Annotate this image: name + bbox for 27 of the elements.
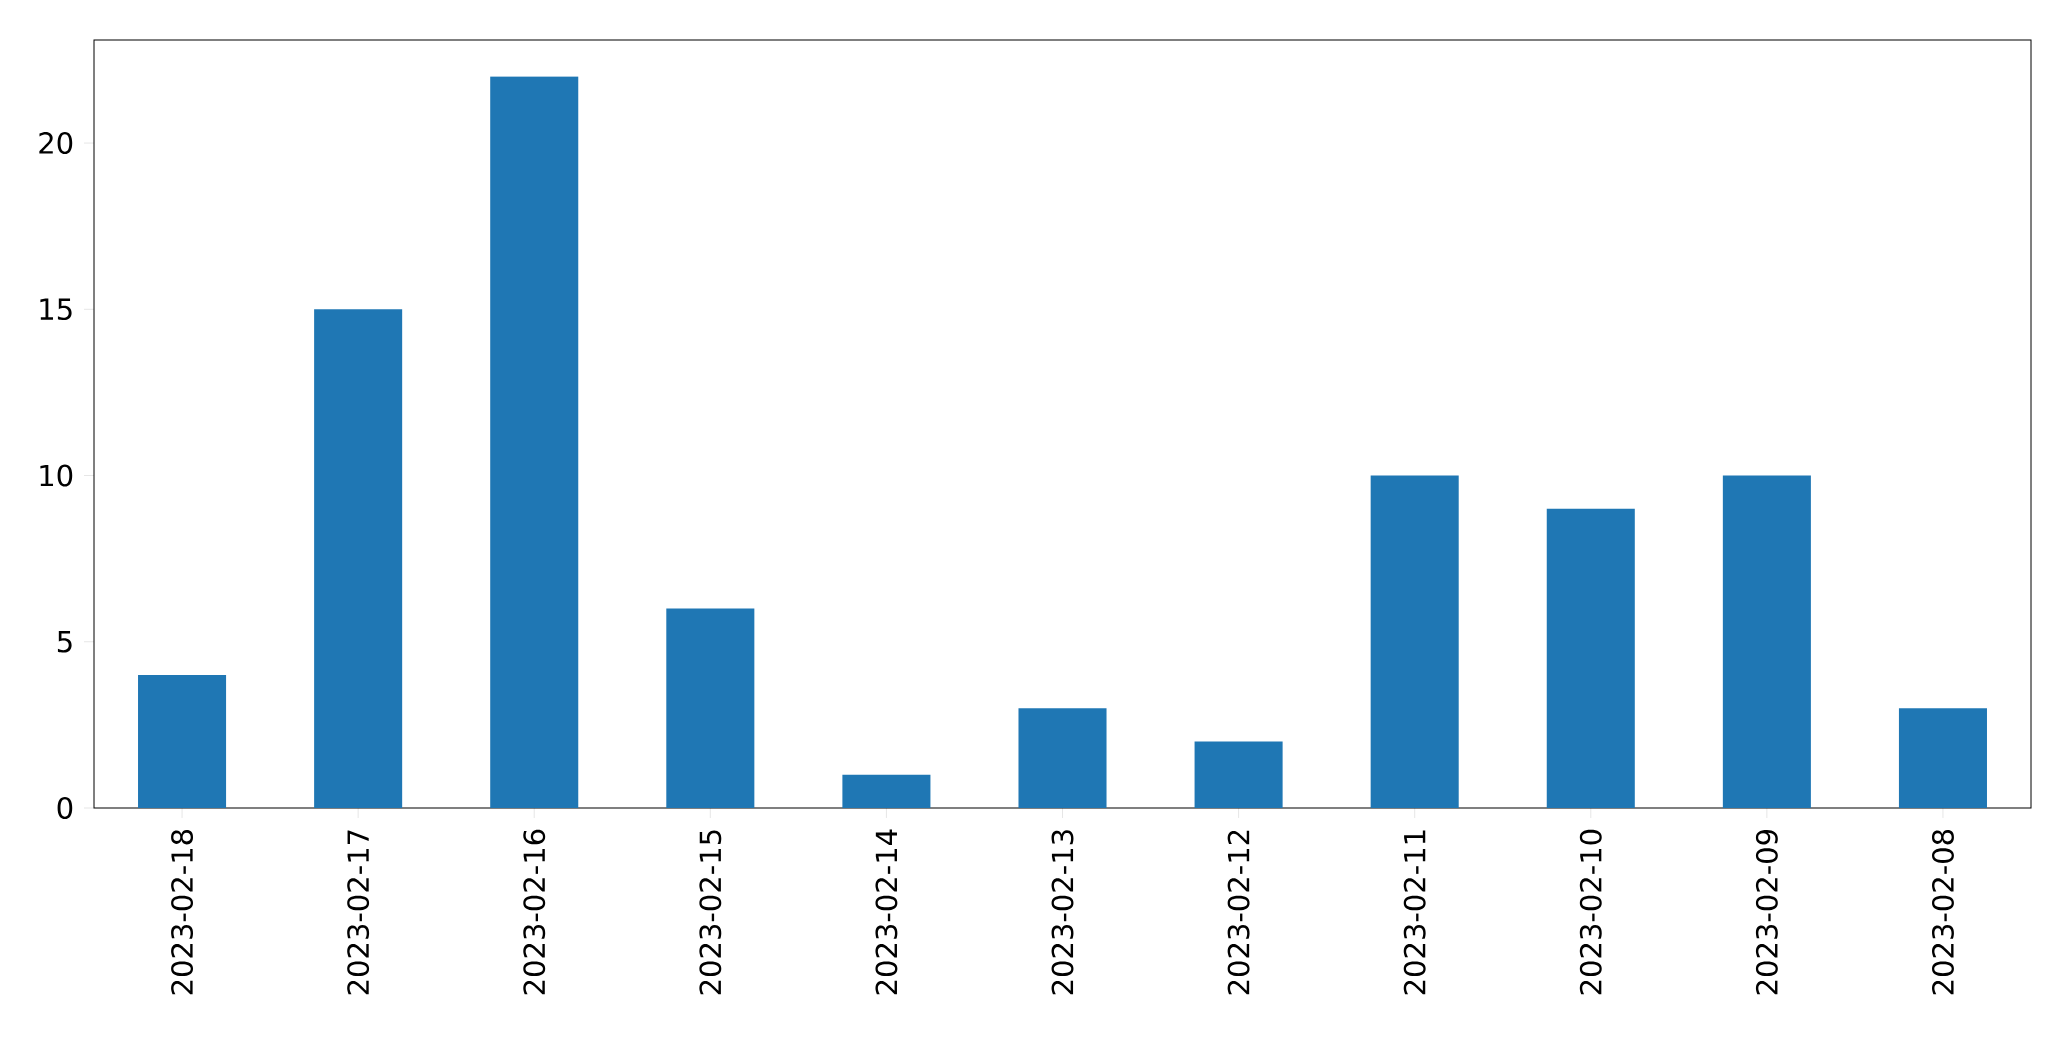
bar — [1898, 708, 1987, 808]
x-tick-label: 2023-02-18 — [171, 829, 194, 995]
x-tick-label: 2023-02-17 — [347, 830, 370, 995]
x-tick-label: 2023-02-15 — [699, 830, 722, 995]
y-tick-label: 0 — [57, 797, 73, 819]
y-tick-label: 20 — [39, 132, 73, 155]
bar — [490, 76, 579, 808]
y-tick-label: 5 — [57, 630, 72, 653]
bar — [1018, 708, 1107, 808]
x-tick-label: 2023-02-10 — [1579, 829, 1602, 995]
bar — [1546, 508, 1635, 808]
bar — [314, 309, 403, 808]
x-tick-label: 2023-02-11 — [1403, 830, 1426, 995]
bar — [666, 608, 755, 808]
x-tick-label: 2023-02-13 — [1051, 830, 1074, 995]
bar — [138, 675, 227, 808]
bar — [1194, 741, 1283, 808]
x-tick-label: 2023-02-09 — [1755, 829, 1778, 995]
bar — [1722, 475, 1811, 808]
x-tick-label: 2023-02-16 — [523, 829, 546, 995]
bar — [842, 774, 931, 808]
y-tick-label: 15 — [40, 298, 72, 321]
x-tick-label: 2023-02-12 — [1227, 830, 1250, 995]
x-tick-label: 2023-02-14 — [875, 829, 898, 995]
bar — [1370, 475, 1459, 808]
x-tick-label: 2023-02-08 — [1932, 829, 1954, 995]
y-tick-label: 10 — [40, 464, 73, 487]
